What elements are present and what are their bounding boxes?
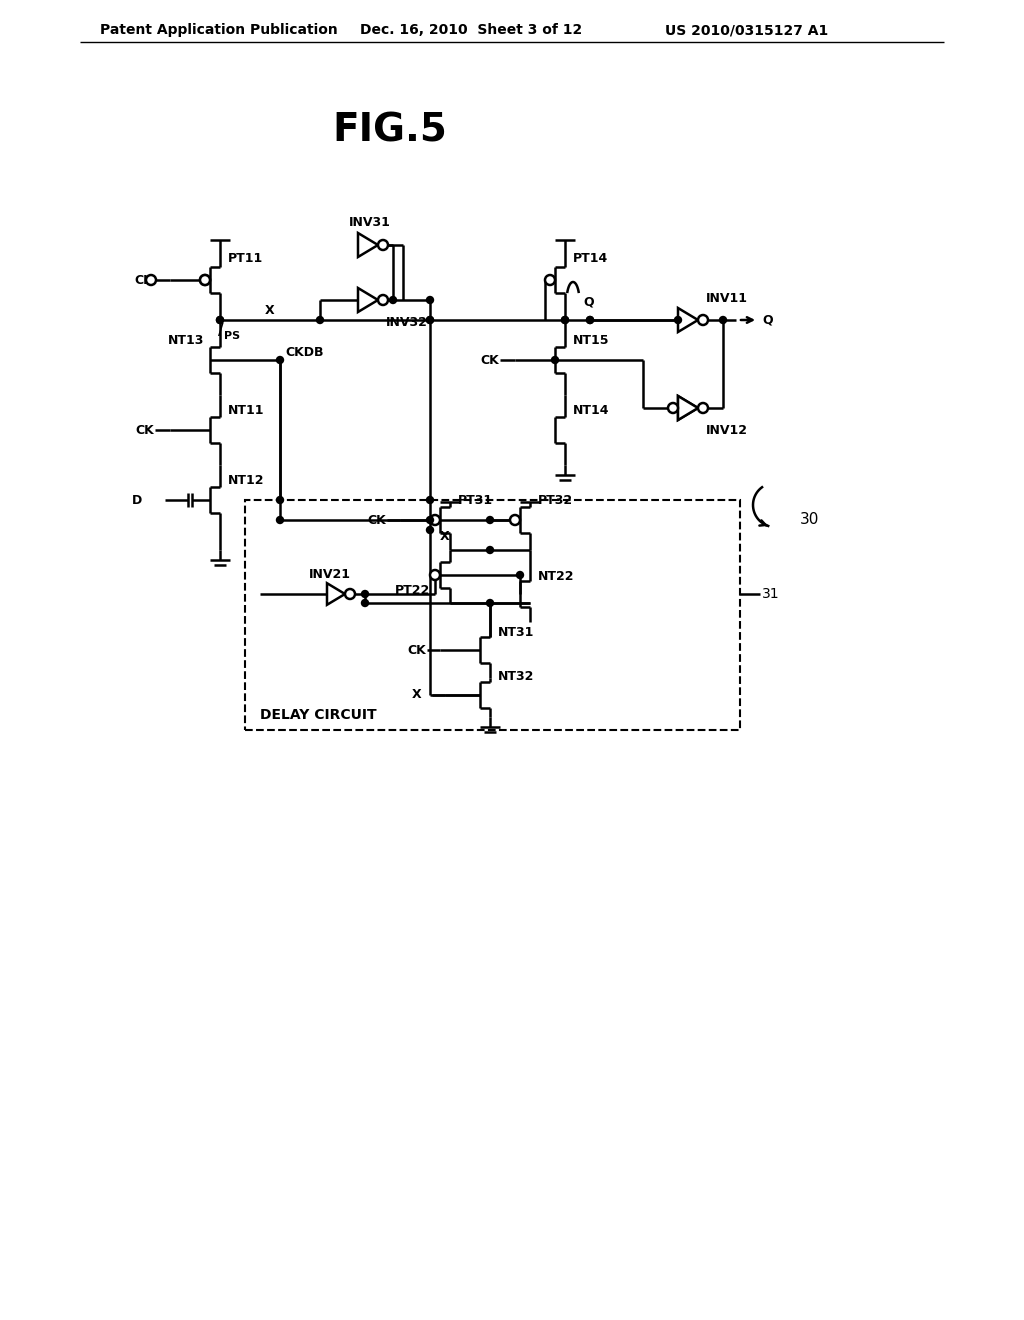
Circle shape <box>668 403 678 413</box>
Circle shape <box>378 240 388 249</box>
Circle shape <box>427 297 433 304</box>
Circle shape <box>552 356 558 363</box>
Text: 30: 30 <box>800 512 819 528</box>
Text: FIG.5: FIG.5 <box>333 111 447 149</box>
Circle shape <box>361 590 369 598</box>
Text: CK: CK <box>407 644 426 656</box>
Circle shape <box>587 317 594 323</box>
Text: CK: CK <box>367 513 386 527</box>
Text: INV32: INV32 <box>386 315 428 329</box>
Circle shape <box>427 317 433 323</box>
Text: X: X <box>412 689 422 701</box>
Bar <box>245 500 740 730</box>
Text: INV21: INV21 <box>309 568 351 581</box>
Circle shape <box>698 403 708 413</box>
Circle shape <box>720 317 726 323</box>
Text: US 2010/0315127 A1: US 2010/0315127 A1 <box>665 22 828 37</box>
Text: NT13: NT13 <box>168 334 205 346</box>
Text: NT31: NT31 <box>498 626 535 639</box>
Circle shape <box>486 516 494 524</box>
Text: Q: Q <box>583 296 594 309</box>
Text: X: X <box>440 529 450 543</box>
Text: NT32: NT32 <box>498 671 535 684</box>
Circle shape <box>486 599 494 606</box>
Text: PT31: PT31 <box>458 494 494 507</box>
Text: PT14: PT14 <box>573 252 608 264</box>
Text: D: D <box>132 494 142 507</box>
Circle shape <box>427 516 433 524</box>
Text: INV11: INV11 <box>706 292 748 305</box>
Circle shape <box>486 546 494 553</box>
Text: NT22: NT22 <box>538 569 574 582</box>
Circle shape <box>200 275 210 285</box>
Text: PT11: PT11 <box>228 252 263 264</box>
Circle shape <box>276 356 284 363</box>
Circle shape <box>216 317 223 323</box>
Text: CK: CK <box>480 354 499 367</box>
Polygon shape <box>678 396 698 420</box>
Polygon shape <box>327 583 345 605</box>
Circle shape <box>430 570 440 579</box>
Text: PT32: PT32 <box>538 494 573 507</box>
Circle shape <box>378 294 388 305</box>
Polygon shape <box>358 288 378 312</box>
Circle shape <box>361 599 369 606</box>
Text: PT22: PT22 <box>395 583 430 597</box>
Polygon shape <box>678 396 698 420</box>
Text: 31: 31 <box>762 587 779 601</box>
Circle shape <box>345 589 355 599</box>
Circle shape <box>587 317 594 323</box>
Text: CK: CK <box>135 424 154 437</box>
Circle shape <box>200 275 210 285</box>
Circle shape <box>316 317 324 323</box>
Circle shape <box>427 496 433 503</box>
Text: X: X <box>265 304 274 317</box>
Circle shape <box>427 317 433 323</box>
Circle shape <box>516 572 523 578</box>
Text: NT15: NT15 <box>573 334 609 346</box>
Text: Q: Q <box>762 314 773 326</box>
Circle shape <box>561 317 568 323</box>
Polygon shape <box>678 308 698 333</box>
Circle shape <box>146 275 156 285</box>
Circle shape <box>561 317 568 323</box>
Text: NT12: NT12 <box>228 474 264 487</box>
Text: CK: CK <box>134 273 153 286</box>
Circle shape <box>389 297 396 304</box>
Text: INV12: INV12 <box>706 424 748 437</box>
Circle shape <box>427 527 433 533</box>
Text: Patent Application Publication: Patent Application Publication <box>100 22 338 37</box>
Text: Dec. 16, 2010  Sheet 3 of 12: Dec. 16, 2010 Sheet 3 of 12 <box>360 22 583 37</box>
Circle shape <box>675 317 682 323</box>
Circle shape <box>545 275 555 285</box>
Circle shape <box>216 317 223 323</box>
Circle shape <box>698 315 708 325</box>
Text: INV31: INV31 <box>349 215 391 228</box>
Text: NT14: NT14 <box>573 404 609 417</box>
Polygon shape <box>358 234 378 257</box>
Text: NT11: NT11 <box>228 404 264 417</box>
Circle shape <box>276 496 284 503</box>
Text: DELAY CIRCUIT: DELAY CIRCUIT <box>260 708 377 722</box>
Circle shape <box>510 515 520 525</box>
Text: /: / <box>218 322 223 338</box>
Circle shape <box>276 516 284 524</box>
Text: PS: PS <box>224 331 240 341</box>
Circle shape <box>430 515 440 525</box>
Text: CKDB: CKDB <box>285 346 324 359</box>
